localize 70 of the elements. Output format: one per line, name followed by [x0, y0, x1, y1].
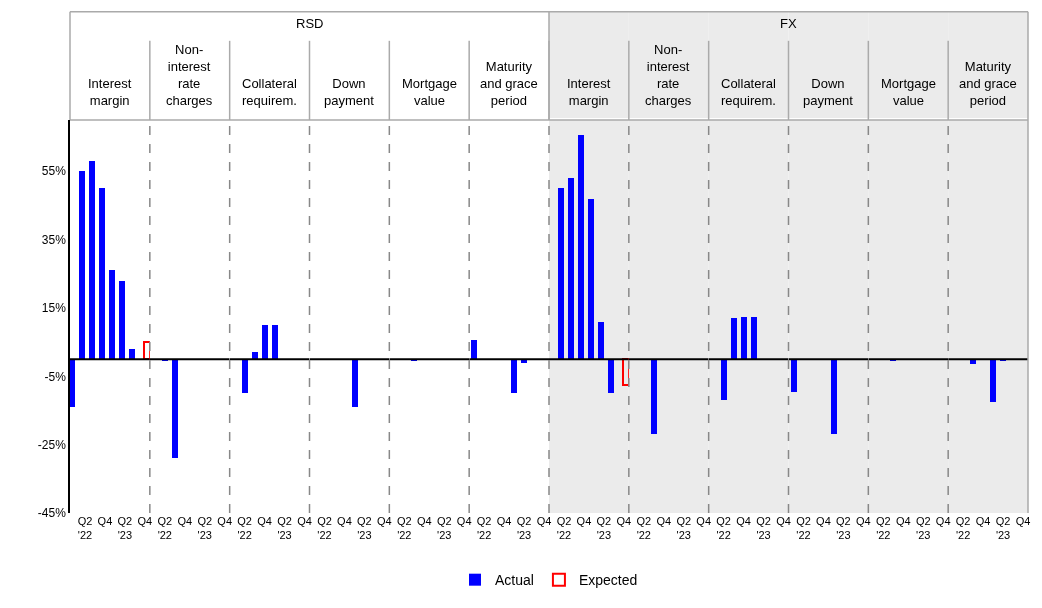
- chart-title: Mortgage value: [402, 76, 457, 108]
- x-tick-label: Q2 '22: [476, 515, 492, 542]
- y-tick-label: -5%: [44, 369, 67, 384]
- x-tick-label: Q2 '23: [516, 515, 532, 542]
- x-tick-label: Q4: [536, 515, 552, 527]
- text: FX: [780, 16, 797, 31]
- chart-title: Mortgage value: [881, 76, 936, 108]
- x-tick-label: Q4: [616, 515, 632, 527]
- chart-title: Interest margin: [88, 76, 132, 108]
- x-tick-label: Q4: [1015, 515, 1031, 527]
- x-tick-label: Q2 '22: [955, 515, 971, 542]
- chart-title: Down payment: [324, 76, 375, 108]
- x-tick-label: Q4: [576, 515, 592, 527]
- x-tick-label: Q4: [895, 515, 911, 527]
- x-tick-label: Q2 '22: [237, 515, 252, 542]
- chart-title: Maturity and grace period: [959, 59, 1017, 108]
- x-tick-label: Q4: [856, 515, 871, 527]
- x-tick-label: Q4: [816, 515, 831, 527]
- x-tick-label: Q2 '23: [995, 515, 1011, 542]
- x-tick-label: Q2 '22: [796, 515, 811, 542]
- chart-title: Interest margin: [567, 76, 611, 108]
- x-tick-label: Q2 '23: [117, 515, 133, 542]
- x-tick-label: Q2 '23: [197, 515, 213, 542]
- chart-title: Maturity and grace period: [480, 59, 538, 108]
- y-tick-label: -45%: [37, 506, 67, 521]
- x-tick-label: Q2 '23: [436, 515, 452, 542]
- legend-label: Actual: [495, 572, 534, 589]
- x-tick-label: Q2 '22: [157, 515, 173, 542]
- x-tick-label: Q4: [217, 515, 233, 527]
- x-tick-label: Q4: [377, 515, 392, 527]
- x-tick-label: Q2 '22: [396, 515, 412, 542]
- x-tick-label: Q2 '22: [875, 515, 891, 542]
- x-tick-label: Q4: [416, 515, 432, 527]
- x-tick-label: Q4: [337, 515, 352, 527]
- chart-title: Non- interest rate charges: [645, 42, 692, 108]
- x-tick-label: Q2 '22: [636, 515, 652, 542]
- legend-label: Expected: [578, 572, 638, 589]
- x-tick-label: Q2 '23: [676, 515, 692, 542]
- x-tick-label: Q2 '23: [357, 515, 372, 542]
- x-tick-label: Q4: [736, 515, 751, 527]
- y-tick-label: 15%: [41, 301, 67, 316]
- x-tick-label: Q4: [137, 515, 153, 527]
- x-tick-label: Q2 '22: [716, 515, 731, 542]
- x-tick-label: Q2 '22: [77, 515, 93, 542]
- x-tick-label: Q2 '23: [836, 515, 851, 542]
- x-tick-label: Q4: [696, 515, 712, 527]
- text: RSD: [296, 16, 324, 31]
- x-tick-label: Q2 '23: [915, 515, 931, 542]
- x-tick-label: Q2 '22: [556, 515, 572, 542]
- x-tick-label: Q4: [975, 515, 991, 527]
- y-tick-label: 35%: [41, 232, 67, 247]
- x-tick-label: Q4: [177, 515, 193, 527]
- chart-title: Down payment: [803, 76, 854, 108]
- x-tick-label: Q4: [496, 515, 512, 527]
- y-tick-label: 55%: [41, 164, 67, 179]
- y-tick-label: -25%: [37, 437, 67, 452]
- x-tick-label: Q4: [935, 515, 951, 527]
- x-tick-label: Q2 '23: [277, 515, 292, 542]
- x-tick-label: Q4: [456, 515, 472, 527]
- x-tick-label: Q4: [257, 515, 272, 527]
- x-tick-label: Q4: [656, 515, 672, 527]
- chart-title: Non- interest rate charges: [166, 42, 213, 108]
- x-tick-label: Q2 '23: [756, 515, 771, 542]
- chart-title: Collateral requirem.: [242, 76, 298, 108]
- x-tick-label: Q4: [776, 515, 791, 527]
- chart-title: Collateral requirem.: [721, 76, 777, 108]
- x-tick-label: Q4: [97, 515, 113, 527]
- x-tick-label: Q4: [297, 515, 312, 527]
- x-tick-label: Q2 '22: [317, 515, 332, 542]
- x-tick-label: Q2 '23: [596, 515, 612, 542]
